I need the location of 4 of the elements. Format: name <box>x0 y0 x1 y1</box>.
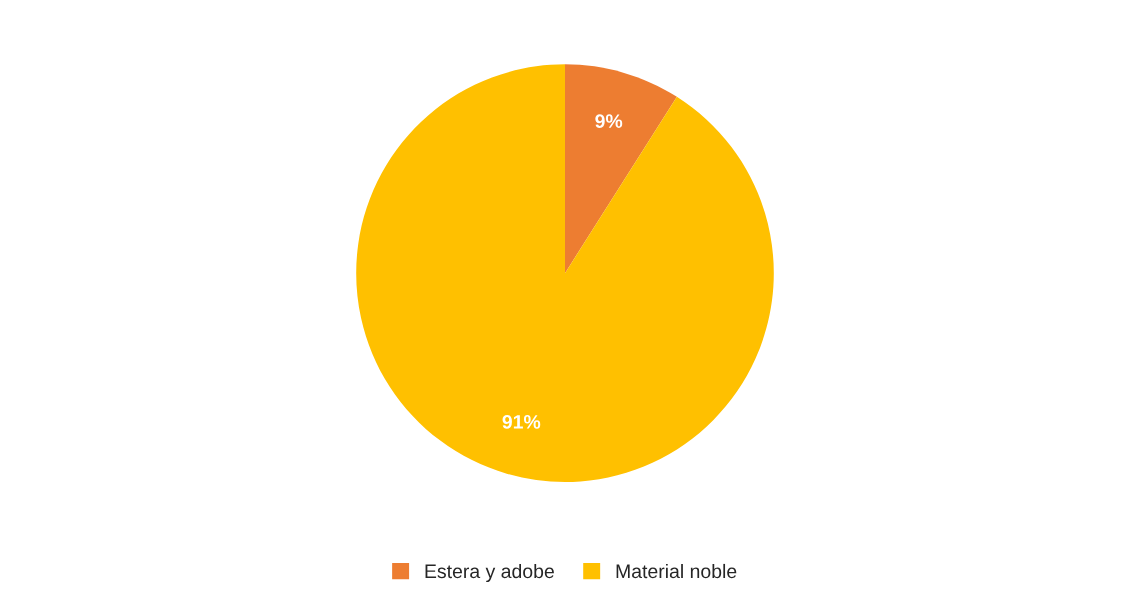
legend-label: Material noble <box>616 563 737 579</box>
data-label: 91% <box>502 414 541 429</box>
legend-label: Estera y adobe <box>425 563 554 583</box>
data-label: 9% <box>595 114 623 128</box>
